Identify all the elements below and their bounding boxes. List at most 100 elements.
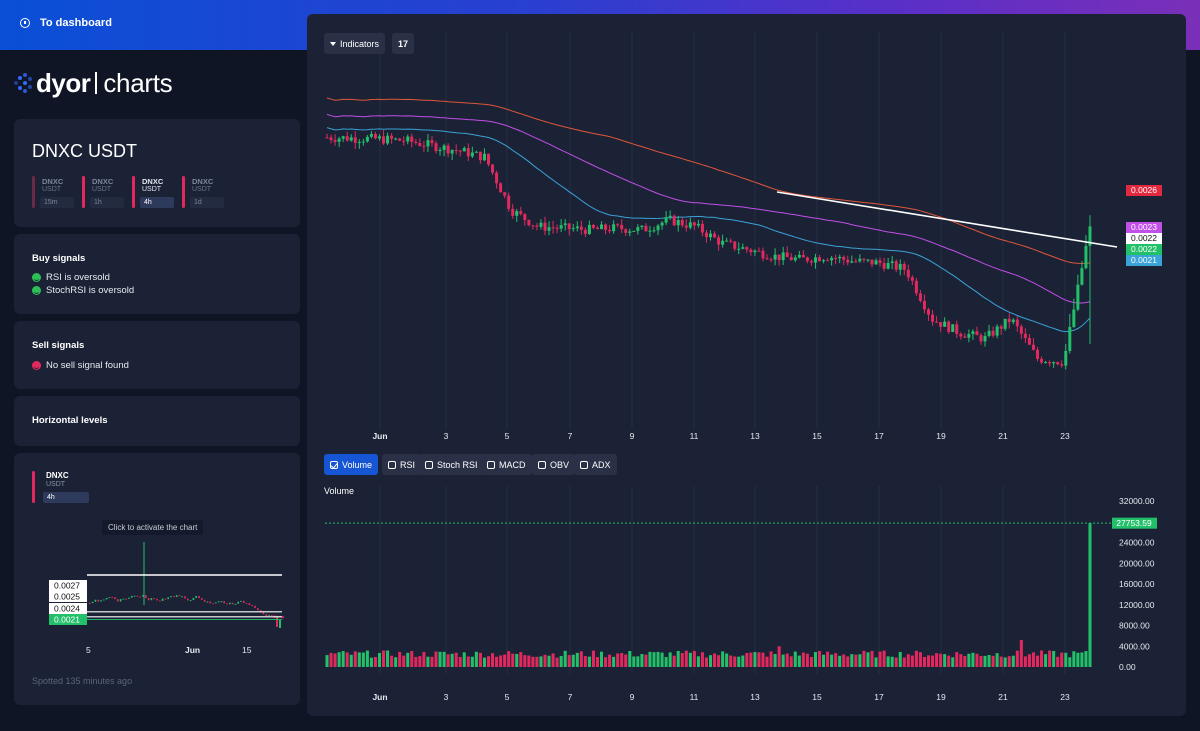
volume-bar xyxy=(571,654,575,667)
volume-bar xyxy=(894,657,898,667)
sell-signal-item: No sell signal found xyxy=(32,360,129,371)
volume-bar xyxy=(817,650,822,667)
tab-obv[interactable]: OBV xyxy=(532,454,576,475)
volume-bar xyxy=(1040,650,1044,667)
tab-adx[interactable]: ADX xyxy=(574,454,617,475)
candle xyxy=(870,259,874,265)
volume-bar xyxy=(325,655,329,667)
volume-y-label: 16000.00 xyxy=(1119,579,1155,589)
candle xyxy=(914,280,918,294)
candle xyxy=(503,192,507,196)
mini-candle xyxy=(229,602,231,605)
volume-bar xyxy=(410,651,414,667)
dyor-logo[interactable]: dyor charts xyxy=(14,66,173,100)
indicators-button[interactable]: Indicators xyxy=(324,33,386,54)
candle xyxy=(1056,362,1060,365)
mini-chart[interactable]: 0.0027 0.0025 0.0024 0.0021 5 Jun 15 xyxy=(14,453,300,705)
candle xyxy=(906,269,910,278)
logo-word-charts: charts xyxy=(103,67,173,98)
mini-symbol: DNXC xyxy=(46,471,69,480)
volume-bar xyxy=(898,651,902,667)
mini-candle xyxy=(111,597,113,599)
candle xyxy=(963,336,967,338)
timeframe-1d[interactable]: DNXC USDT 1d xyxy=(182,176,226,210)
x-tick-label: 7 xyxy=(568,692,573,702)
candle xyxy=(466,148,470,157)
candle xyxy=(1007,318,1011,323)
volume-bar xyxy=(793,651,797,667)
candle xyxy=(668,215,672,218)
horizontal-levels-panel[interactable]: Horizontal levels xyxy=(14,396,300,446)
x-tick-label: 23 xyxy=(1060,431,1070,441)
mini-candle xyxy=(271,614,273,616)
volume-bar xyxy=(543,654,547,667)
candle xyxy=(414,141,418,144)
mini-candle xyxy=(203,599,206,602)
tab-stoch-rsi[interactable]: Stoch RSI xyxy=(419,454,484,475)
x-tick-label: 15 xyxy=(812,692,822,702)
candle xyxy=(813,257,817,263)
tradingview-logo-button[interactable]: 17 xyxy=(392,33,414,54)
tab-rsi[interactable]: RSI xyxy=(382,454,422,475)
volume-bar xyxy=(486,656,491,667)
volume-bar xyxy=(604,657,608,667)
candle xyxy=(547,227,551,231)
candle xyxy=(854,261,858,263)
mini-candle xyxy=(97,599,99,602)
timeframe-symbol: DNXC xyxy=(92,177,114,186)
candle xyxy=(709,233,713,238)
mini-candle xyxy=(240,600,242,602)
candle xyxy=(878,260,882,263)
x-tick-label: 9 xyxy=(630,692,635,702)
tab-label: MACD xyxy=(499,459,526,470)
mini-candle xyxy=(125,598,127,600)
volume-bar xyxy=(813,652,817,667)
timeframe-15m[interactable]: DNXC USDT 15m xyxy=(32,176,76,210)
timeframe-4h[interactable]: DNXC USDT 4h xyxy=(132,176,176,210)
to-dashboard-link[interactable]: To dashboard xyxy=(20,17,112,29)
candle xyxy=(725,240,729,242)
candle xyxy=(793,257,797,261)
volume-bar xyxy=(555,657,559,667)
volume-bar xyxy=(672,655,676,667)
volume-bar xyxy=(450,653,454,667)
volume-bar xyxy=(943,654,947,667)
volume-bar xyxy=(947,655,951,667)
volume-bar xyxy=(551,653,555,667)
x-tick-label: 3 xyxy=(444,692,449,702)
mini-x-label: 15 xyxy=(242,645,252,655)
candle xyxy=(704,232,708,238)
mini-chart-panel[interactable]: DNXC USDT 4h 0.0027 0.0025 0.0024 0.0021… xyxy=(14,453,300,705)
mini-candle xyxy=(105,597,108,600)
volume-bar xyxy=(834,653,838,667)
volume-bar xyxy=(587,656,591,667)
candle xyxy=(394,138,398,140)
mini-candle xyxy=(94,599,97,602)
volume-bar xyxy=(636,656,640,667)
smile-icon xyxy=(32,286,41,295)
candle xyxy=(386,135,390,144)
volume-bar xyxy=(842,654,846,667)
timeframe-1h[interactable]: DNXC USDT 1h xyxy=(82,176,126,210)
candle xyxy=(1072,309,1076,327)
tab-volume[interactable]: Volume xyxy=(324,454,379,475)
buy-signal-label: RSI is oversold xyxy=(46,272,110,283)
mini-candle xyxy=(184,596,186,599)
candle xyxy=(426,140,430,147)
volume-bar xyxy=(769,651,773,667)
volume-bar xyxy=(1060,652,1064,667)
tab-macd[interactable]: MACD xyxy=(481,454,532,475)
activate-chart-tooltip[interactable]: Click to activate the chart xyxy=(102,520,204,535)
candle xyxy=(612,224,616,232)
candle xyxy=(1084,245,1088,269)
volume-bar xyxy=(801,652,805,667)
tab-label: Volume xyxy=(342,459,373,470)
mini-candle xyxy=(117,599,119,602)
volume-bar xyxy=(822,654,826,667)
candle xyxy=(700,223,704,233)
sad-icon xyxy=(32,361,41,370)
volume-bar xyxy=(971,652,975,667)
mini-candle xyxy=(234,603,237,605)
candle xyxy=(390,135,394,139)
